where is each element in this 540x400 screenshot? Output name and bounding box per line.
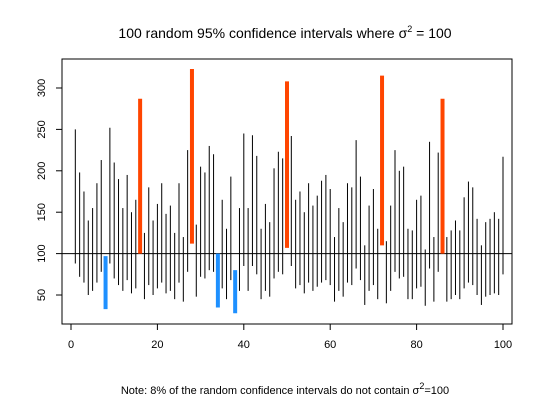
x-tick-label: 20	[151, 339, 163, 351]
chart-note-tail: =100	[424, 385, 449, 397]
y-tick-label: 150	[36, 203, 48, 221]
x-tick-label: 60	[324, 339, 336, 351]
x-tick-label: 40	[238, 339, 250, 351]
y-axis: 50 100 150 200 250 300	[36, 79, 62, 301]
y-tick-label: 50	[36, 289, 48, 301]
y-tick-label: 250	[36, 120, 48, 138]
plot-frame	[61, 58, 513, 325]
chart-note-main: Note: 8% of the random confidence interv…	[121, 385, 420, 397]
x-tick-label: 100	[494, 339, 512, 351]
x-tick-label: 80	[410, 339, 422, 351]
y-tick-label: 100	[36, 244, 48, 262]
chart-title-superscript: 2	[407, 24, 412, 34]
chart-note: Note: 8% of the random confidence interv…	[121, 381, 449, 397]
y-tick-label: 300	[36, 79, 48, 97]
chart-note-superscript: 2	[419, 381, 424, 391]
y-tick-label: 200	[36, 162, 48, 180]
chart-title: 100 random 95% confidence intervals wher…	[118, 24, 451, 41]
x-axis: 0 20 40 60 80 100	[68, 324, 512, 351]
chart-title-main: 100 random 95% confidence intervals wher…	[118, 25, 407, 41]
chart-title-tail: = 100	[412, 25, 452, 41]
interval-bars	[74, 68, 504, 314]
x-tick-label: 0	[68, 339, 74, 351]
